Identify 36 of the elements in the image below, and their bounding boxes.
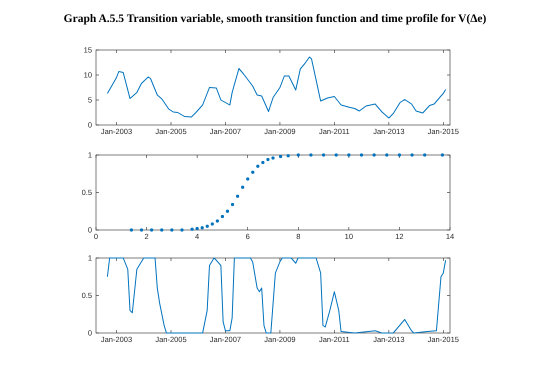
point (206, 224, 209, 228)
point (220, 214, 224, 218)
point (251, 170, 254, 174)
point (226, 210, 230, 213)
point (140, 228, 144, 232)
point (200, 226, 204, 230)
point (256, 164, 260, 168)
point (216, 219, 219, 223)
point (423, 153, 426, 157)
point (170, 228, 174, 232)
point (210, 222, 214, 226)
point (266, 158, 270, 162)
point (150, 228, 154, 232)
point (286, 154, 290, 158)
point (334, 153, 338, 157)
point (130, 228, 133, 232)
point (360, 153, 364, 157)
point (246, 177, 250, 181)
point (271, 156, 275, 160)
line-series (106, 56, 446, 118)
point (322, 153, 326, 157)
point (241, 186, 244, 189)
point (180, 228, 184, 232)
point (261, 160, 264, 164)
line-series (106, 258, 446, 334)
point (278, 154, 282, 158)
point (309, 153, 313, 157)
point (190, 228, 194, 231)
point (372, 153, 376, 157)
point (236, 194, 240, 198)
point (160, 228, 164, 232)
point (410, 153, 414, 157)
point (440, 153, 444, 157)
chart-title: Graph A.5.5 Transition variable, smooth transition function and time profile for V(Δe) (64, 13, 487, 25)
point (230, 202, 234, 206)
point (385, 153, 388, 157)
